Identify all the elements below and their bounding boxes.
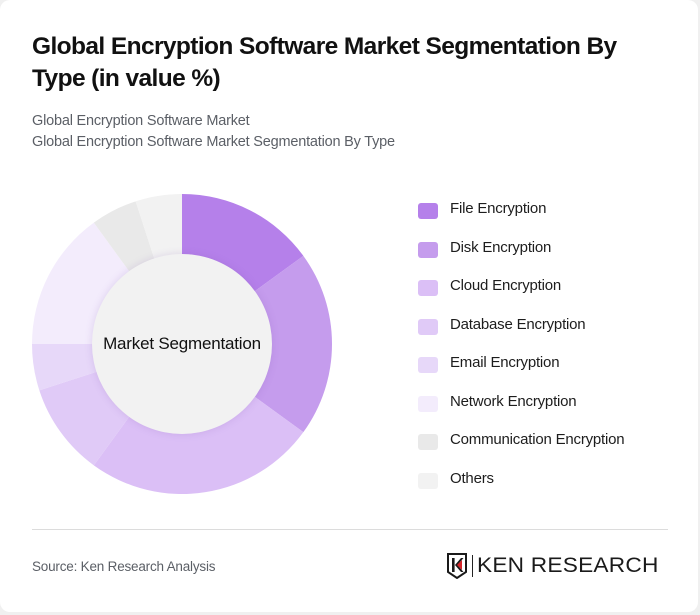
legend-label: Network Encryption — [450, 392, 577, 410]
legend-swatch-icon — [418, 395, 438, 412]
donut-segment-communication-encryption[interactable] — [93, 201, 155, 273]
donut-segment-file-encryption[interactable] — [182, 194, 304, 293]
legend-item-file-encryption[interactable]: File Encryption — [418, 200, 678, 239]
legend-item-cloud-encryption[interactable]: Cloud Encryption — [418, 277, 678, 316]
legend-label: Email Encryption — [450, 354, 560, 371]
chart-subtitle-market: Global Encryption Software Market — [32, 113, 250, 129]
legend-label: Cloud Encryption — [450, 277, 562, 294]
legend-swatch-icon — [418, 203, 438, 219]
ken-research-logo-icon — [447, 553, 467, 580]
legend-item-database-encryption[interactable]: Database Encryption — [418, 316, 678, 355]
ken-research-logo[interactable]: KEN RESEARCH — [447, 553, 658, 580]
donut-center-label: Market Segmentation — [103, 334, 261, 353]
donut-center: Market Segmentation — [92, 254, 272, 434]
chart-subtitle-segmentation: Global Encryption Software Market Segmen… — [32, 134, 395, 150]
legend-swatch-icon — [418, 472, 438, 489]
legend-label: Database Encryption — [450, 315, 586, 333]
legend-swatch-icon — [418, 357, 438, 373]
donut-segment-cloud-encryption[interactable] — [93, 395, 304, 494]
legend-item-others[interactable]: Others — [418, 470, 678, 509]
donut-segment-others[interactable] — [135, 194, 182, 261]
legend-swatch-icon — [418, 434, 438, 450]
donut-chart: Market Segmentation — [32, 194, 332, 494]
legend-label: Communication Encryption — [450, 431, 625, 448]
logo-wordmark: KEN RESEARCH — [477, 554, 659, 577]
legend-item-network-encryption[interactable]: Network Encryption — [418, 393, 678, 432]
logo-separator — [472, 555, 473, 577]
legend-swatch-icon — [418, 241, 438, 258]
legend-swatch-icon — [418, 280, 438, 296]
source-note: Source: Ken Research Analysis — [32, 559, 216, 574]
legend-swatch-icon — [418, 318, 438, 335]
legend-item-communication-encryption[interactable]: Communication Encryption — [418, 431, 678, 470]
legend-label: Others — [450, 469, 494, 487]
legend-label: Disk Encryption — [450, 238, 552, 256]
donut-segment-email-encryption[interactable] — [32, 344, 99, 391]
chart-title: Global Encryption Software Market Segmen… — [32, 33, 617, 92]
donut-segments — [32, 194, 332, 494]
legend-item-email-encryption[interactable]: Email Encryption — [418, 354, 678, 393]
donut-segment-network-encryption[interactable] — [32, 222, 131, 344]
chart-legend: File Encryption Disk Encryption Cloud En… — [418, 200, 678, 508]
legend-label: File Encryption — [450, 200, 547, 217]
legend-item-disk-encryption[interactable]: Disk Encryption — [418, 239, 678, 278]
footer-divider — [32, 529, 668, 530]
donut-segment-disk-encryption[interactable] — [253, 255, 332, 433]
